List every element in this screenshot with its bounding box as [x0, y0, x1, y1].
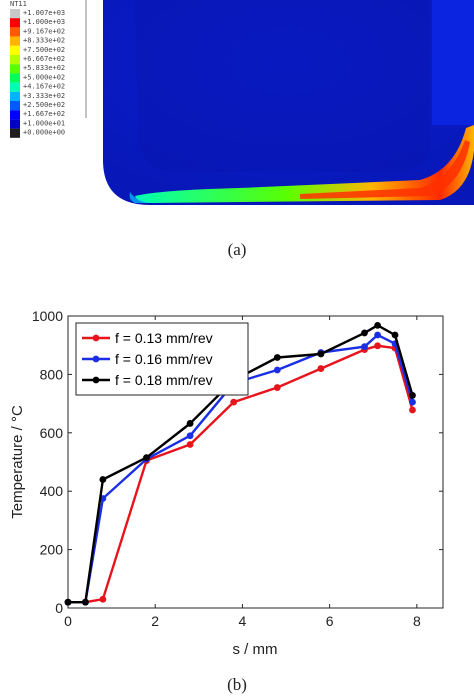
- x-axis-label: s / mm: [233, 641, 278, 658]
- data-point: [409, 392, 416, 399]
- colorbar-label: +5.833e+02: [23, 64, 65, 72]
- colorbar-label: +5.000e+02: [23, 73, 65, 81]
- contour-cyan-edge: [129, 192, 150, 203]
- colorbar-swatch: [10, 64, 20, 74]
- contour-hot-band: [135, 125, 474, 203]
- data-point: [273, 384, 281, 391]
- data-point: [374, 321, 381, 329]
- data-point: [82, 598, 89, 606]
- data-point: [317, 350, 325, 358]
- colorbar-label: +3.333e+02: [23, 92, 65, 100]
- data-point: [374, 342, 381, 350]
- chart-legend: f = 0.13 mm/rev f = 0.16 mm/rev f = 0.18 m…: [75, 322, 249, 396]
- colorbar-label: +1.667e+02: [23, 110, 65, 118]
- y-tick-label: 1000: [32, 308, 63, 324]
- x-tick-label: 8: [413, 613, 421, 629]
- colorbar-swatch: [10, 119, 20, 129]
- colorbar-label: +7.500e+02: [23, 46, 65, 54]
- data-point: [317, 365, 325, 372]
- colorbar-swatch: [10, 27, 20, 37]
- colorbar-swatch: [10, 9, 20, 19]
- data-point: [361, 343, 368, 351]
- legend-marker: [92, 376, 100, 384]
- data-point: [99, 476, 107, 483]
- x-tick-label: 6: [326, 613, 334, 629]
- data-point: [143, 454, 150, 462]
- colorbar-swatch: [10, 82, 20, 92]
- x-tick-label: 4: [239, 613, 247, 629]
- y-axis-label: Temperature / °C: [9, 405, 26, 519]
- legend-label: f = 0.18 mm/rev: [115, 372, 213, 388]
- colorbar-swatch: [10, 101, 20, 111]
- colorbar-label: +6.667e+02: [23, 55, 65, 63]
- data-point: [374, 331, 381, 339]
- colorbar-swatch: [10, 45, 20, 55]
- y-tick-label: 0: [55, 600, 63, 616]
- data-point: [64, 598, 72, 606]
- data-point: [186, 420, 194, 427]
- colorbar-swatch: [10, 110, 20, 120]
- colorbar-label: +1.000e+01: [23, 119, 65, 127]
- contour-panel: +1.007e+03+1.000e+03+9.167e+02 +8.333e+02…: [10, 0, 474, 205]
- data-point: [361, 329, 368, 337]
- contour-inner-region: [135, 0, 430, 172]
- contour-legend-title: NT11: [10, 0, 27, 8]
- colorbar-label: +4.167e+02: [23, 83, 65, 91]
- data-point: [186, 441, 194, 448]
- line-chart: 0 2 4 6 8 0 200 400 600 800 1000 s / mm Temperatur…: [9, 308, 444, 658]
- data-point: [273, 354, 281, 361]
- colorbar-swatch: [10, 36, 20, 46]
- y-tick-label: 600: [40, 425, 64, 441]
- colorbar-label: +8.333e+02: [23, 37, 65, 45]
- colorbar-swatch: [10, 55, 20, 65]
- colorbar-label: +1.000e+03: [23, 18, 65, 26]
- colorbar-swatch: [10, 18, 20, 28]
- data-point: [273, 366, 281, 374]
- colorbar-swatch: [10, 128, 20, 138]
- data-point: [186, 432, 194, 440]
- colorbar-label: +9.167e+02: [23, 27, 65, 35]
- legend-label: f = 0.13 mm/rev: [115, 330, 213, 346]
- contour-colorbar: +1.007e+03+1.000e+03+9.167e+02 +8.333e+02…: [10, 0, 87, 138]
- colorbar-label: +2.500e+02: [23, 101, 65, 109]
- colorbar-swatch: [10, 91, 20, 101]
- x-tick-label: 0: [64, 613, 72, 629]
- y-tick-label: 400: [40, 483, 64, 499]
- axis-ticks: 0 2 4 6 8 0 200 400 600 800 1000: [32, 308, 443, 629]
- data-point: [99, 595, 107, 603]
- contour-right-wall: [432, 0, 474, 125]
- caption-a: (a): [228, 240, 247, 259]
- data-point: [391, 331, 399, 339]
- legend-marker: [92, 355, 100, 363]
- series-group: [64, 321, 416, 606]
- data-point: [409, 406, 416, 414]
- legend-marker: [92, 334, 100, 342]
- data-point: [409, 398, 416, 406]
- x-tick-label: 2: [151, 613, 159, 629]
- colorbar-label: +1.007e+03: [23, 9, 65, 17]
- colorbar-label: +0.000e+00: [23, 129, 65, 137]
- y-tick-label: 200: [40, 542, 64, 558]
- legend-label: f = 0.16 mm/rev: [115, 351, 213, 367]
- caption-b: (b): [227, 675, 247, 694]
- colorbar-swatch: [10, 73, 20, 83]
- y-tick-label: 800: [40, 366, 64, 382]
- data-point: [230, 398, 238, 406]
